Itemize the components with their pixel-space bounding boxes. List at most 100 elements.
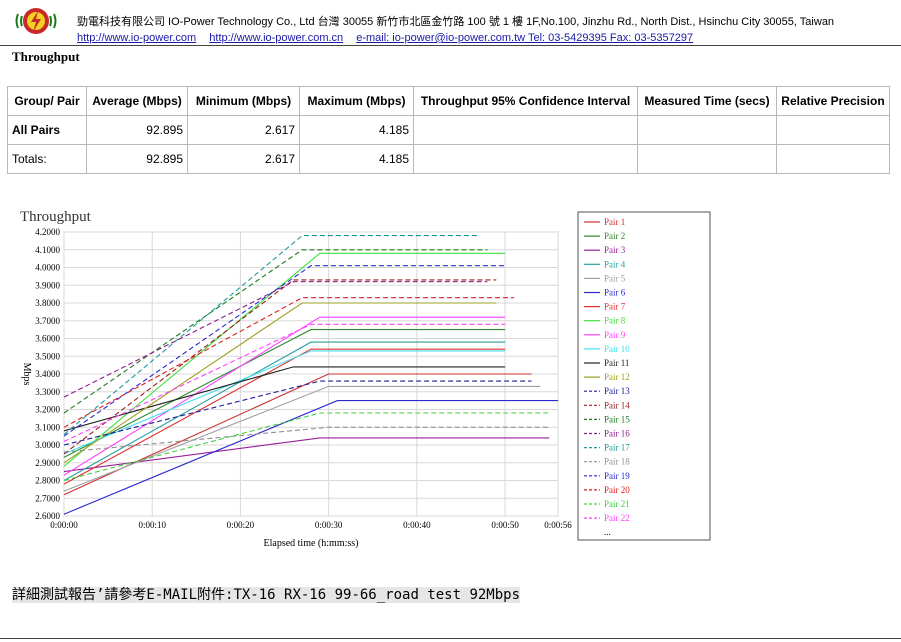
col-header: Average (Mbps) [86, 86, 188, 116]
series-line-pair-22 [63, 323, 506, 442]
series-line-pair-20 [63, 297, 514, 428]
throughput-table: Group/ Pair Average (Mbps) Minimum (Mbps… [7, 86, 890, 174]
chart-legend: Pair 1 Pair 2 Pair 3 Pair 4 Pair 5 Pair 6 Pair… [577, 211, 711, 541]
legend-entry: Pair 11 [604, 358, 629, 368]
y-tick-label: 3.7000 [35, 316, 60, 326]
x-axis-label: Elapsed time (h:mm:ss) [264, 538, 359, 549]
y-tick-label: 4.2000 [35, 227, 60, 237]
y-tick-label: 2.7000 [35, 493, 60, 503]
series-line-pair-19 [63, 265, 506, 437]
series-line-pair-5 [63, 385, 541, 492]
table-header-row: Group/ Pair Average (Mbps) Minimum (Mbps… [7, 86, 890, 116]
legend-entry: Pair 2 [604, 231, 625, 241]
legend-entry: Pair 22 [604, 513, 630, 523]
company-address: 勁電科技有限公司 IO-Power Technology Co., Ltd 台灣… [77, 16, 835, 28]
cell-maximum: 4.185 [299, 144, 414, 174]
col-header: Relative Precision [776, 86, 890, 116]
legend-entry: Pair 16 [604, 429, 630, 439]
series-line-pair-11 [63, 366, 506, 432]
table-row: All Pairs 92.895 2.617 4.185 [7, 115, 890, 145]
x-tick-label: 0:00:10 [138, 520, 166, 530]
y-tick-label: 4.0000 [35, 263, 60, 273]
chart-title: Throughput [20, 209, 92, 225]
legend-entry: Pair 13 [604, 386, 630, 396]
series-line-pair-9 [63, 316, 506, 476]
legend-entry: Pair 21 [604, 499, 630, 509]
col-header: Minimum (Mbps) [187, 86, 300, 116]
y-tick-label: 2.8000 [35, 476, 60, 486]
series-line-pair-17 [63, 235, 479, 435]
legend-entry: Pair 15 [604, 414, 630, 424]
cell-minimum: 2.617 [187, 144, 300, 174]
cell-maximum: 4.185 [299, 115, 414, 145]
series-line-pair-13 [63, 380, 532, 446]
legend-entry: Pair 10 [604, 344, 630, 354]
section-title: Throughput [12, 49, 80, 64]
y-tick-label: 3.3000 [35, 387, 60, 397]
y-tick-label: 3.4000 [35, 369, 60, 379]
cell-average: 92.895 [86, 115, 188, 145]
x-tick-label: 0:00:56 [544, 520, 572, 530]
series-line-pair-12 [63, 302, 497, 464]
series-line-pair-18 [63, 426, 550, 453]
legend-entry: Pair 5 [604, 273, 626, 283]
col-header: Measured Time (secs) [637, 86, 777, 116]
cell-ci [413, 115, 638, 145]
page-header: 勁電科技有限公司 IO-Power Technology Co., Ltd 台灣… [0, 0, 901, 48]
y-tick-label: 3.9000 [35, 280, 60, 290]
cell-time [637, 115, 777, 145]
report-attachment-name: TX-16 RX-16 99-66_road test 92Mbps [233, 587, 521, 603]
legend-more: ... [604, 527, 611, 537]
report-note: 詳細測試報告’請參考E-MAIL附件:TX-16 RX-16 99-66_roa… [12, 584, 521, 606]
website-cn-link[interactable]: http://www.io-power.com.cn [209, 32, 344, 44]
footer-divider [0, 638, 901, 639]
series-line-pair-3 [63, 437, 550, 473]
legend-box [577, 211, 711, 541]
email-link[interactable]: e-mail: io-power@io-power.com.tw Tel: 03… [356, 32, 694, 44]
col-header: Group/ Pair [7, 86, 87, 116]
legend-entry: Pair 14 [604, 400, 630, 410]
x-tick-label: 0:00:50 [491, 520, 519, 530]
series-line-pair-1 [63, 373, 532, 496]
cell-minimum: 2.617 [187, 115, 300, 145]
x-tick-label: 0:00:20 [227, 520, 255, 530]
legend-entry: Pair 20 [604, 485, 630, 495]
legend-entry: Pair 8 [604, 316, 626, 326]
legend-entry: Pair 6 [604, 288, 626, 298]
y-axis-label: Mbps [21, 363, 32, 386]
legend-entry: Pair 1 [604, 217, 625, 227]
col-header: Throughput 95% Confidence Interval [413, 86, 638, 116]
y-tick-label: 3.8000 [35, 298, 60, 308]
legend-entry: Pair 17 [604, 443, 630, 453]
cell-ci [413, 144, 638, 174]
y-tick-label: 3.5000 [35, 351, 60, 361]
y-tick-label: 3.1000 [35, 422, 60, 432]
series-line-pair-15 [63, 249, 488, 414]
legend-entry: Pair 4 [604, 259, 626, 269]
series-line-pair-2 [63, 329, 506, 458]
series-line-pair-10 [63, 350, 506, 455]
series-line-pair-21 [63, 412, 550, 482]
website-link[interactable]: http://www.io-power.com [77, 32, 197, 44]
series-line-pair-6 [63, 400, 558, 515]
series-line-pair-8 [63, 252, 506, 467]
legend-entry: Pair 7 [604, 302, 626, 312]
cell-time [637, 144, 777, 174]
y-tick-label: 2.6000 [35, 511, 60, 521]
company-contact-links: http://www.io-power.com http://www.io-po… [77, 32, 703, 44]
col-header: Maximum (Mbps) [299, 86, 414, 116]
x-tick-label: 0:00:40 [403, 520, 431, 530]
series-line-pair-16 [63, 281, 488, 398]
table-row: Totals: 92.895 2.617 4.185 [7, 144, 890, 174]
y-tick-label: 3.2000 [35, 405, 60, 415]
series-line-pair-7 [63, 348, 506, 485]
y-tick-label: 3.6000 [35, 334, 60, 344]
legend-entry: Pair 9 [604, 330, 626, 340]
report-note-label: 詳細測試報告’請參考E-MAIL附件: [12, 587, 234, 603]
series-line-pair-4 [63, 341, 506, 481]
legend-entry: Pair 19 [604, 471, 630, 481]
cell-precision [776, 115, 890, 145]
row-label: Totals: [7, 144, 87, 174]
y-tick-label: 3.0000 [35, 440, 60, 450]
throughput-chart: Throughput 2.6000 2.7000 2.8000 2.9000 3.000… [20, 209, 711, 549]
